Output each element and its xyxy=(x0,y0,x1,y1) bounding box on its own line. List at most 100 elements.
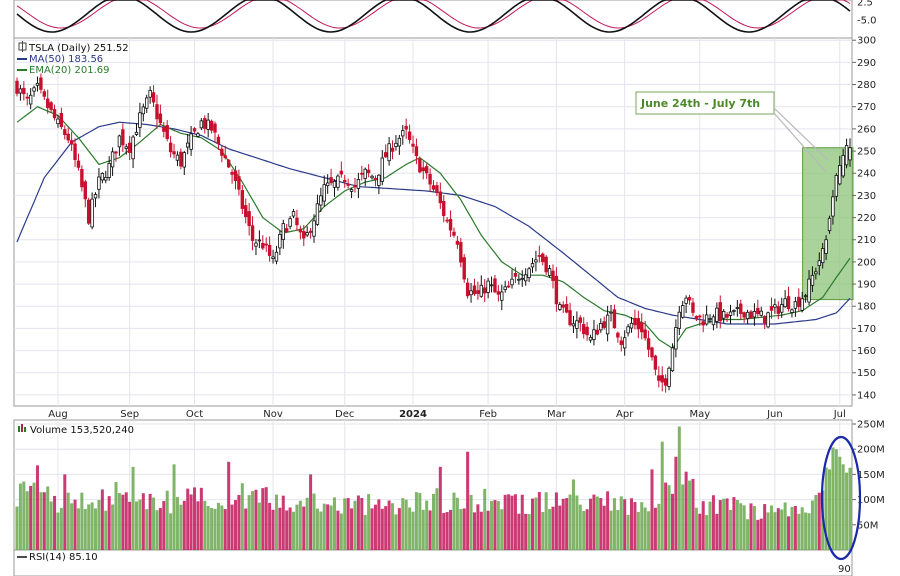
volume-bar xyxy=(22,481,26,550)
volume-bar xyxy=(148,493,152,550)
candle-body xyxy=(127,142,132,153)
candle-body xyxy=(510,278,514,286)
candle-body xyxy=(168,142,173,153)
volume-bar xyxy=(681,484,685,550)
rsi-top-panel xyxy=(13,0,853,39)
volume-bar xyxy=(264,487,268,550)
candle-body xyxy=(319,195,323,206)
candle-body xyxy=(455,240,460,245)
candle-body xyxy=(349,189,354,192)
volume-bar xyxy=(425,500,429,550)
volume-bar xyxy=(606,491,610,550)
rsi-tick-label: 2.5 xyxy=(857,0,873,9)
price-tick-label: 300 xyxy=(857,36,876,47)
volume-bar xyxy=(216,502,220,550)
candle-body xyxy=(76,160,81,168)
volume-bar xyxy=(636,511,640,550)
volume-bar xyxy=(537,492,541,550)
candle-body xyxy=(267,244,272,256)
candle-body xyxy=(793,301,798,309)
ema20-label: EMA(20) 201.69 xyxy=(29,65,109,76)
volume-bar xyxy=(155,510,159,550)
candle-body xyxy=(189,133,193,150)
candle-body xyxy=(185,142,190,148)
candle-body xyxy=(674,327,678,350)
candle-body xyxy=(817,260,821,267)
volume-bar xyxy=(633,502,637,550)
volume-bar xyxy=(240,483,244,550)
volume-bar xyxy=(452,492,456,550)
price-tick-label: 170 xyxy=(857,324,876,335)
volume-bar xyxy=(490,500,494,550)
month-label: Apr xyxy=(616,409,634,420)
volume-bar xyxy=(445,512,449,550)
candle-body xyxy=(199,120,204,129)
volume-bar xyxy=(244,508,248,550)
candle-body xyxy=(831,196,835,217)
volume-bar xyxy=(530,498,535,550)
volume-bar xyxy=(664,482,668,550)
volume-tick-label: 100M xyxy=(857,495,885,506)
candle-body xyxy=(442,201,446,216)
volume-bar xyxy=(343,498,347,550)
volume-bar xyxy=(479,511,483,550)
volume-bar xyxy=(520,494,524,550)
volume-bar xyxy=(339,513,343,550)
volume-bar xyxy=(158,508,162,550)
month-label: Aug xyxy=(48,409,68,420)
volume-bar xyxy=(401,498,405,550)
volume-bar xyxy=(688,480,692,550)
candle-body xyxy=(179,151,183,167)
volume-bar xyxy=(534,497,538,550)
candle-body xyxy=(424,166,429,174)
candle-body xyxy=(407,131,412,141)
volume-bar xyxy=(660,441,664,550)
candle-body xyxy=(483,287,487,294)
volume-bar xyxy=(831,447,835,550)
price-tick-label: 160 xyxy=(857,346,876,357)
candle-body xyxy=(247,211,251,227)
candle-body xyxy=(520,277,524,280)
volume-highlight-ellipse xyxy=(820,435,862,561)
month-label: Feb xyxy=(479,409,497,420)
candle-body xyxy=(220,148,224,156)
volume-bar xyxy=(134,501,138,550)
candle-body xyxy=(291,211,296,217)
volume-bar xyxy=(776,508,780,550)
candle-body xyxy=(298,229,303,233)
candle-body xyxy=(110,151,115,168)
price-tick-label: 260 xyxy=(857,124,876,135)
candle-body xyxy=(622,337,627,349)
candle-body xyxy=(762,316,767,324)
volume-bar xyxy=(711,495,715,550)
volume-bar xyxy=(121,494,125,550)
volume-bar xyxy=(438,466,442,550)
candle-body xyxy=(715,307,719,322)
candle-body xyxy=(42,91,47,97)
candle-body xyxy=(445,219,449,222)
candle-body xyxy=(322,184,326,202)
candle-body xyxy=(537,255,542,257)
volume-bar xyxy=(18,483,22,550)
candle-body xyxy=(230,172,234,175)
candle-body xyxy=(411,143,415,147)
volume-bar xyxy=(428,510,432,550)
candle-body xyxy=(790,309,794,313)
volume-tick-label: 150M xyxy=(857,470,885,481)
volume-swatch-bar-3 xyxy=(24,427,26,432)
volume-label: Volume 153,520,240 xyxy=(30,425,134,436)
volume-bar xyxy=(558,505,562,550)
volume-bar xyxy=(251,491,255,550)
volume-bar xyxy=(742,505,746,550)
candle-body xyxy=(739,303,743,314)
volume-bar xyxy=(302,506,306,550)
volume-bar xyxy=(165,490,169,550)
volume-bar xyxy=(565,498,569,550)
volume-bar xyxy=(548,509,552,550)
volume-bar xyxy=(585,509,589,550)
volume-bar xyxy=(804,512,808,550)
candle-body xyxy=(448,218,453,231)
volume-bar xyxy=(599,498,603,550)
volume-bar xyxy=(674,456,678,550)
volume-bar xyxy=(677,426,681,550)
